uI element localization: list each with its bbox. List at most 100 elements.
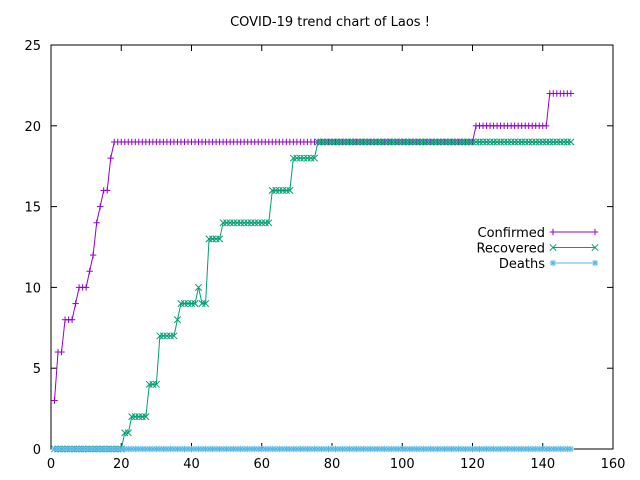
data-point xyxy=(201,300,210,308)
data-point xyxy=(542,138,550,146)
data-point xyxy=(121,429,129,437)
data-point xyxy=(244,219,252,227)
data-point xyxy=(149,380,157,388)
data-point xyxy=(170,332,178,340)
data-point xyxy=(353,138,361,146)
data-point xyxy=(194,283,203,291)
data-point xyxy=(219,219,227,227)
legend-marker xyxy=(549,243,557,252)
data-point xyxy=(567,445,575,453)
data-point xyxy=(360,138,368,146)
data-point xyxy=(563,138,571,146)
data-point xyxy=(247,219,255,227)
data-point xyxy=(261,219,269,227)
data-point xyxy=(532,138,540,146)
data-point xyxy=(331,138,340,146)
data-point xyxy=(321,138,329,146)
data-point xyxy=(451,138,459,146)
data-point xyxy=(402,138,410,146)
x-tick-label: 40 xyxy=(183,457,200,472)
data-point xyxy=(567,138,575,146)
data-point xyxy=(447,138,455,146)
x-tick-label: 140 xyxy=(530,457,555,472)
data-point xyxy=(184,300,192,308)
data-point xyxy=(525,138,533,146)
x-tick-label: 80 xyxy=(324,457,341,472)
data-point xyxy=(511,138,519,146)
data-point xyxy=(567,90,575,97)
data-point xyxy=(314,138,322,146)
data-point xyxy=(324,138,333,146)
x-tick-label: 60 xyxy=(253,457,270,472)
data-point xyxy=(546,138,554,146)
data-point xyxy=(282,186,290,194)
data-point xyxy=(307,154,315,162)
data-point xyxy=(486,138,494,146)
data-point xyxy=(437,138,445,146)
legend-marker xyxy=(549,228,557,236)
data-point xyxy=(289,154,297,162)
data-point xyxy=(279,186,287,194)
x-tick-label: 160 xyxy=(601,457,626,472)
data-point xyxy=(328,138,336,146)
data-point xyxy=(342,138,350,146)
y-tick-label: 10 xyxy=(24,281,41,296)
data-point xyxy=(395,138,403,146)
data-point xyxy=(381,138,389,146)
data-point xyxy=(159,332,167,340)
data-point xyxy=(461,138,470,146)
y-tick-label: 20 xyxy=(24,120,41,135)
data-point xyxy=(514,138,522,146)
legend-item: Deaths xyxy=(499,257,599,272)
data-point xyxy=(543,122,550,129)
data-point xyxy=(444,138,452,146)
data-point xyxy=(310,154,318,162)
data-point xyxy=(472,138,480,146)
data-point xyxy=(338,138,347,146)
data-point xyxy=(454,138,463,146)
data-point xyxy=(465,138,473,146)
data-point xyxy=(535,138,543,146)
data-point xyxy=(124,429,132,437)
legend-label: Recovered xyxy=(476,242,545,257)
legend-marker xyxy=(591,243,599,252)
legend-marker xyxy=(591,228,599,236)
data-point xyxy=(300,154,308,162)
data-point xyxy=(419,138,427,146)
data-point xyxy=(423,138,431,146)
data-point xyxy=(374,138,382,146)
data-point xyxy=(173,316,182,324)
data-point xyxy=(458,138,466,146)
data-point xyxy=(416,138,424,146)
data-point xyxy=(497,138,505,146)
data-point xyxy=(96,203,104,210)
data-point xyxy=(521,138,529,146)
data-point xyxy=(468,138,477,146)
data-point xyxy=(240,219,248,227)
data-point xyxy=(177,300,185,308)
data-point xyxy=(258,219,266,227)
data-point xyxy=(409,138,417,146)
data-point xyxy=(223,219,231,227)
data-point xyxy=(86,268,93,275)
data-point xyxy=(82,284,90,291)
data-point xyxy=(152,380,160,388)
y-tick-label: 5 xyxy=(33,362,41,377)
data-point xyxy=(198,300,206,308)
series-recovered xyxy=(50,138,575,453)
legend-label: Confirmed xyxy=(478,226,546,241)
data-point xyxy=(216,235,224,243)
data-point xyxy=(433,138,441,146)
data-point xyxy=(426,138,434,146)
legend-label: Deaths xyxy=(499,257,545,272)
data-point xyxy=(68,316,76,323)
data-point xyxy=(490,138,498,146)
data-point xyxy=(398,138,406,146)
data-point xyxy=(58,348,65,356)
data-point xyxy=(104,187,111,194)
data-point xyxy=(560,138,568,146)
data-point xyxy=(539,138,547,146)
data-point xyxy=(89,251,97,259)
data-point xyxy=(254,219,262,227)
